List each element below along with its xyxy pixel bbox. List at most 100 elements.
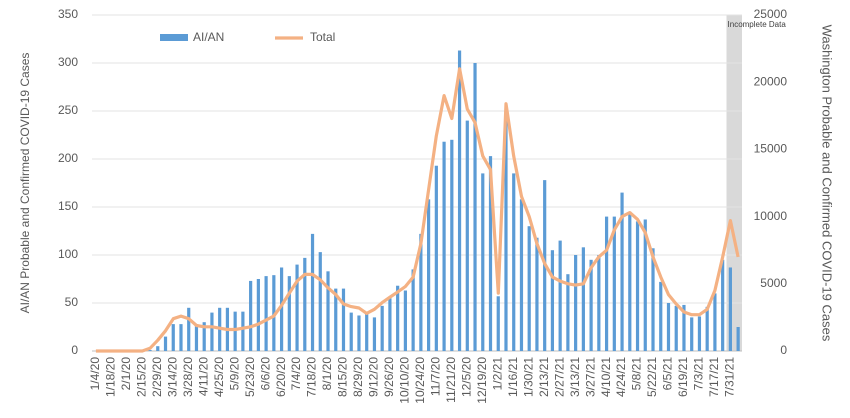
bar: [581, 247, 585, 351]
bar: [659, 281, 663, 351]
x-tick-label: 5/8/21: [630, 357, 644, 391]
bar: [194, 324, 199, 351]
bar: [411, 269, 415, 351]
y2-tick-label: 0: [780, 343, 787, 357]
x-tick-label: 7/4/20: [289, 357, 303, 391]
x-tick-label: 8/29/20: [351, 357, 365, 397]
bar: [171, 324, 175, 351]
bar: [279, 267, 284, 351]
x-tick-label: 6/19/21: [676, 357, 690, 397]
x-tick-label: 1/16/21: [506, 357, 520, 397]
y2-tick-label: 15000: [754, 142, 788, 156]
x-tick-label: 4/10/21: [599, 357, 613, 397]
bar: [736, 327, 740, 351]
x-tick-label: 12/5/20: [459, 357, 473, 397]
x-tick-label: 5/22/21: [645, 357, 659, 397]
bar: [210, 312, 214, 351]
bar: [372, 317, 377, 351]
x-tick-label: 1/2/21: [490, 357, 504, 391]
bar: [697, 316, 702, 351]
bar: [233, 311, 237, 351]
bar: [690, 317, 694, 351]
y-tick-label: 200: [58, 151, 78, 165]
x-tick-label: 4/25/20: [212, 357, 226, 397]
bar: [442, 141, 446, 351]
bar: [574, 255, 578, 351]
x-tick-label: 7/17/21: [707, 357, 721, 397]
bar: [450, 139, 454, 351]
bar: [558, 240, 562, 351]
bar: [713, 293, 717, 351]
bar: [566, 274, 570, 351]
x-tick-label: 7/31/21: [723, 357, 737, 397]
x-tick-label: 6/5/21: [661, 357, 675, 391]
bar: [434, 165, 438, 351]
bar: [651, 248, 655, 351]
bar: [550, 250, 555, 351]
x-tick-label: 2/27/21: [552, 357, 566, 397]
incomplete-band: [726, 15, 742, 351]
bar: [341, 288, 346, 351]
bar: [256, 279, 260, 351]
legend-label: Total: [310, 30, 335, 44]
bar: [357, 315, 361, 351]
bar: [264, 276, 268, 351]
x-tick-label: 7/3/21: [692, 357, 706, 391]
y2-tick-label: 20000: [754, 74, 788, 88]
y2-tick-label: 25000: [754, 7, 788, 21]
bar: [535, 237, 539, 351]
annotation: Incomplete Data: [728, 20, 787, 29]
x-tick-label: 9/12/20: [367, 357, 381, 397]
bar: [705, 306, 709, 351]
bar: [488, 156, 493, 351]
bar: [496, 296, 500, 351]
y-tick-label: 350: [58, 7, 78, 21]
y-tick-label: 50: [65, 295, 79, 309]
x-tick-label: 1/4/20: [88, 357, 102, 391]
x-tick-label: 1/18/20: [104, 357, 118, 397]
x-tick-label: 5/9/20: [227, 357, 241, 391]
bar: [643, 219, 647, 351]
x-tick-label: 8/1/20: [320, 357, 334, 391]
x-tick-label: 11/7/20: [429, 357, 443, 396]
bar: [481, 173, 485, 351]
y-tick-label: 0: [71, 343, 78, 357]
x-tick-label: 3/27/21: [583, 357, 597, 397]
x-tick-label: 8/15/20: [336, 357, 350, 397]
bar: [674, 305, 678, 351]
bar: [388, 298, 392, 351]
x-tick-label: 7/18/20: [305, 357, 319, 397]
bar: [473, 63, 477, 351]
x-tick-label: 2/15/20: [134, 357, 148, 397]
x-tick-label: 3/13/21: [568, 357, 582, 397]
y-axis-title: AI/AN Probable and Confirmed COVID-19 Ca…: [18, 53, 32, 314]
x-tick-label: 10/10/20: [398, 357, 412, 404]
bar: [504, 111, 508, 351]
bar: [295, 264, 299, 351]
bar: [682, 304, 686, 351]
bar: [403, 290, 407, 351]
bar: [380, 305, 384, 351]
bar: [156, 346, 160, 351]
y-tick-label: 150: [58, 199, 78, 213]
bar: [427, 199, 431, 351]
bar: [527, 226, 531, 351]
x-tick-label: 12/19/20: [475, 357, 489, 404]
x-tick-label: 3/28/20: [181, 357, 195, 397]
y-tick-label: 100: [58, 247, 78, 261]
x-tick-label: 6/20/20: [274, 357, 288, 397]
x-tick-label: 9/26/20: [382, 357, 396, 397]
bar: [635, 221, 640, 351]
bar: [187, 307, 191, 351]
bar: [419, 233, 423, 351]
bar: [721, 259, 725, 351]
bar: [318, 252, 322, 351]
bar: [202, 322, 206, 351]
bar: [589, 259, 593, 351]
bar: [512, 173, 516, 351]
bar: [272, 275, 276, 351]
y2-tick-label: 5000: [760, 276, 787, 290]
bar: [396, 285, 400, 351]
bar: [728, 267, 732, 351]
